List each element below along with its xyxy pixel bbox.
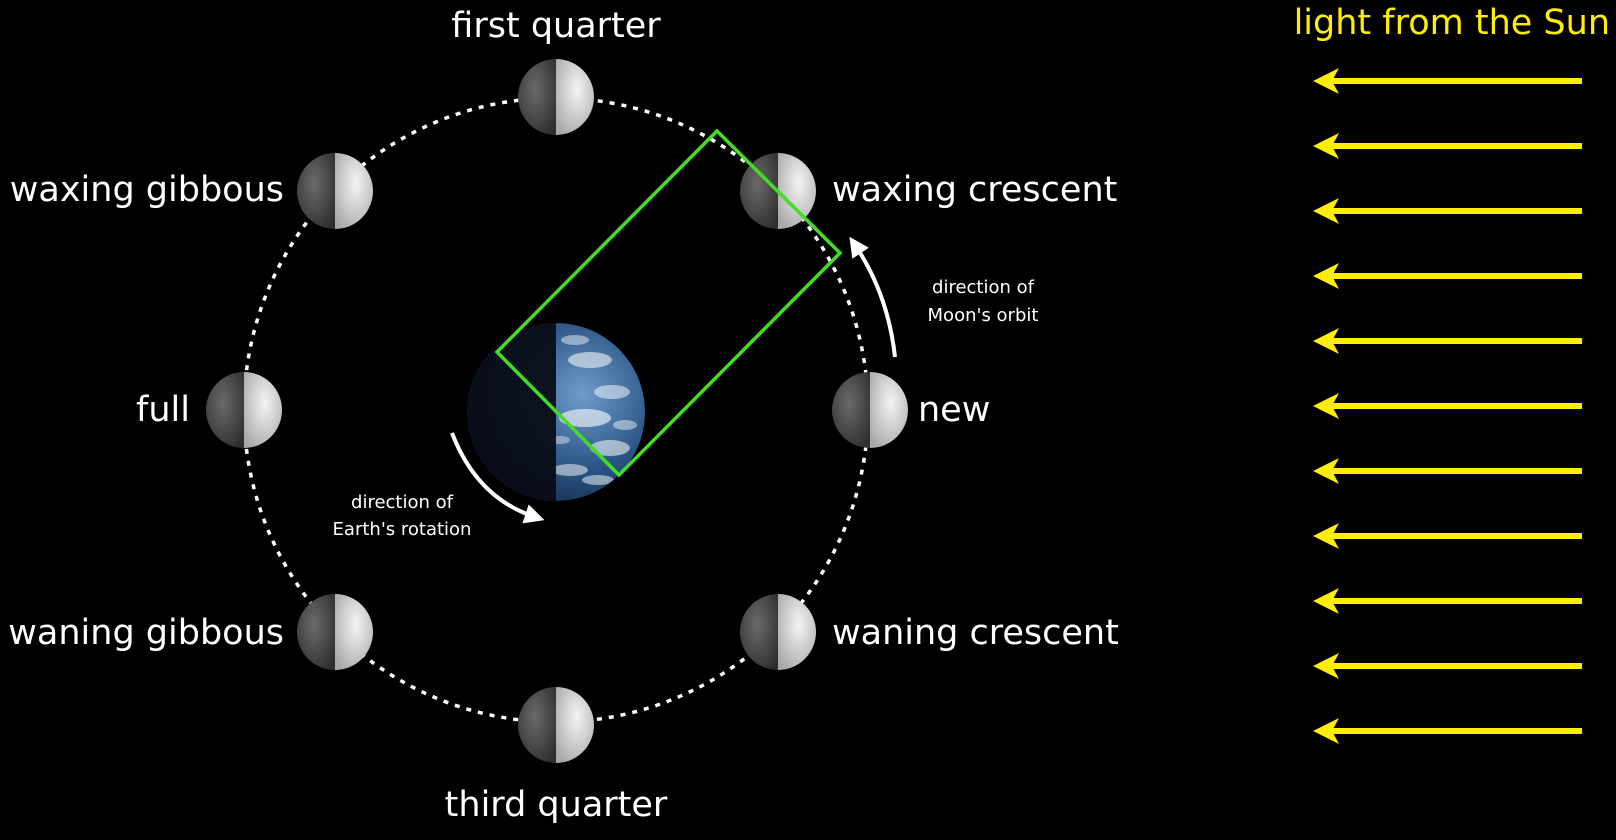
sunlight-arrow-icon	[1313, 523, 1582, 549]
earth-rotation-caption-line2: Earth's rotation	[333, 519, 472, 540]
moon-full-icon	[206, 372, 282, 448]
sunlight-arrow-icon	[1313, 588, 1582, 614]
earth-rotation-direction-arrow-icon	[450, 432, 545, 524]
sunlight-arrow-icon	[1313, 653, 1582, 679]
label-third-quarter: third quarter	[445, 785, 668, 825]
moon-waxing-crescent-icon	[740, 153, 816, 229]
sunlight-arrow-icon	[1313, 68, 1582, 94]
sunlight-arrow-icon	[1313, 458, 1582, 484]
moon-orbit-caption-line2: Moon's orbit	[928, 305, 1039, 326]
moon-waxing-gibbous-icon	[297, 153, 373, 229]
moon-orbit-direction-arrow-icon	[849, 236, 897, 358]
moon-orbit-caption-line1: direction of	[932, 277, 1035, 298]
label-waning-crescent: waning crescent	[832, 613, 1119, 653]
sunlight-arrow-icon	[1313, 263, 1582, 289]
moon-waning-gibbous-icon	[297, 594, 373, 670]
sunlight-arrow-icon	[1313, 133, 1582, 159]
label-new: new	[918, 390, 990, 430]
sunlight-arrow-icon	[1313, 328, 1582, 354]
moon-new-icon	[832, 372, 908, 448]
label-full: full	[136, 390, 190, 430]
label-waxing-crescent: waxing crescent	[832, 170, 1117, 210]
moon-third-quarter-icon	[518, 687, 594, 763]
earth-rotation-caption-line1: direction of	[351, 492, 454, 513]
highlight-box	[494, 128, 843, 478]
sunlight-label: light from the Sun	[1294, 3, 1610, 43]
label-waning-gibbous: waning gibbous	[8, 613, 284, 653]
label-waxing-gibbous: waxing gibbous	[10, 170, 284, 210]
moon-first-quarter-icon	[518, 59, 594, 135]
sunlight-arrow-icon	[1313, 718, 1582, 744]
label-first-quarter: first quarter	[451, 6, 661, 46]
sunlight-arrow-icon	[1313, 198, 1582, 224]
sunlight-arrow-icon	[1313, 393, 1582, 419]
sunlight-arrows	[1313, 68, 1582, 744]
moon-waning-crescent-icon	[740, 594, 816, 670]
